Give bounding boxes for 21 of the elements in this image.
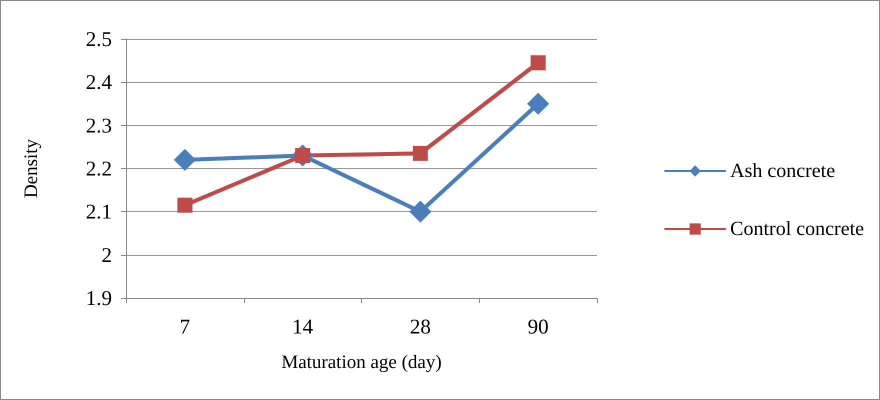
x-tick-label: 7 (180, 314, 190, 338)
point (530, 55, 546, 70)
y-tick-label: 2.5 (86, 27, 112, 51)
y-tick-label: 2.4 (86, 70, 112, 94)
point (409, 200, 432, 223)
x-tick-label: 90 (528, 314, 549, 338)
point (174, 148, 196, 171)
y-tick-label: 2 (102, 242, 112, 267)
x-tick-label: 14 (292, 314, 314, 338)
point (412, 146, 428, 161)
y-tick-label: 2.2 (86, 156, 112, 180)
legend-label: Control concrete (730, 218, 864, 240)
y-tick-label: 1.9 (86, 286, 112, 310)
y-axis-title: Density (21, 138, 42, 198)
x-tick-label: 28 (410, 314, 431, 338)
x-axis-title: Maturation age (day) (281, 352, 442, 373)
y-tick-label: 2.3 (86, 113, 112, 138)
legend-label: Ash concrete (730, 160, 836, 182)
point (527, 92, 550, 115)
point (177, 198, 192, 213)
y-tick-label: 2.1 (86, 200, 112, 224)
